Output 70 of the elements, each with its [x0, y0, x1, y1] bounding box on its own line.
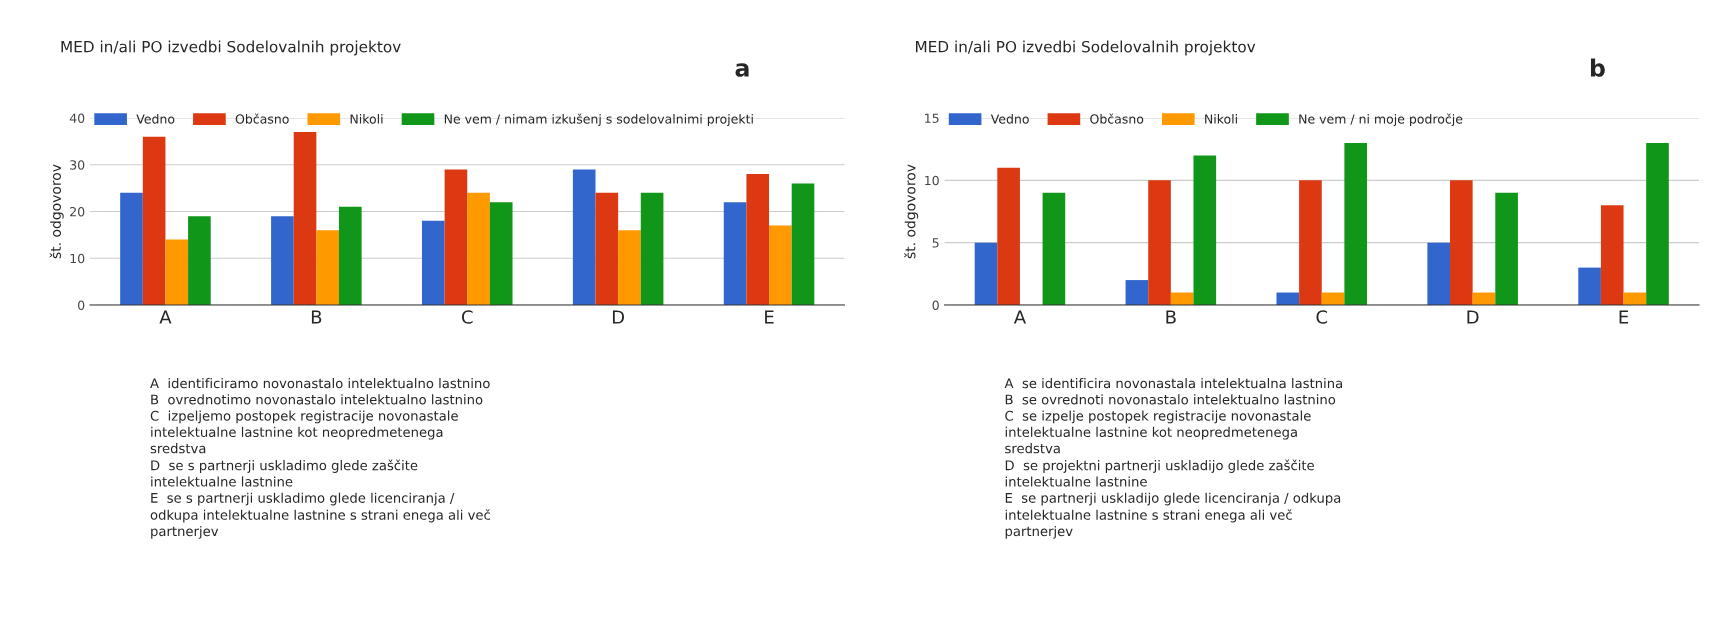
bar — [974, 242, 998, 305]
bar — [165, 239, 189, 305]
x-tick-label: D — [612, 310, 625, 324]
legend-label: Vedno — [136, 113, 175, 124]
x-tick-label: C — [1316, 310, 1328, 324]
y-tick-label: 10 — [70, 253, 85, 264]
bar — [316, 230, 339, 305]
bar — [1193, 155, 1217, 305]
bar — [271, 216, 294, 305]
y-axis-title: št. odgovorov — [904, 164, 919, 259]
x-tick-label: A — [159, 310, 172, 324]
bar — [142, 136, 166, 305]
text: A se identificira novonastala intelektualna lastnina B se ovrednoti novonastalo intelektualno lastnino C se izpelje postopek registracije novonastale intelektualne lastnine kot neopredmetenega sredstva D se projektni partnerji uskladijo glede zaščite intelektualne lastnine E se partnerji uskladijo glede licenciranja / odkupa intelektualne lastnine s strani enega ali več partnerjev — [1004, 378, 1342, 539]
bar — [444, 169, 468, 305]
bar — [1578, 267, 1601, 305]
bar — [723, 202, 747, 305]
x-tick-label: C — [461, 310, 473, 324]
bar — [1042, 192, 1066, 305]
x-tick-label: E — [1619, 310, 1629, 324]
legend-label: Nikoli — [1205, 113, 1237, 124]
text: A identificiramo novonastalo intelektualno lastnino B ovrednotimo novonastalo intelektualno lastnino C izpeljemo postopek registracije novonastale intelektualne lastnine kot neopredmetenega sredstva D se s partnerji uskladimo glede zaščite intelektualne lastnine E se s partnerji uskladimo glede licenciranja / odkupa intelektualne lastnine s strani enega ali več partnerjev — [150, 378, 490, 539]
bar — [1148, 180, 1171, 305]
y-tick-label: 40 — [69, 113, 85, 123]
bar — [1344, 142, 1368, 305]
bar — [1125, 280, 1149, 305]
y-tick-label: 5 — [932, 238, 939, 248]
legend-label: Vedno — [990, 113, 1029, 124]
bar — [1646, 142, 1669, 305]
y-tick-label: 0 — [932, 300, 939, 310]
y-tick-label: 10 — [925, 175, 939, 186]
legend-label: Občasno — [235, 113, 289, 124]
legend-label: Nikoli — [350, 113, 383, 124]
bar — [791, 183, 815, 305]
legend-label: Ne vem / nimam izkušenj s sodelovalnimi projekti — [444, 113, 753, 127]
bar — [572, 169, 596, 305]
chart-title: MED in/ali PO izvedbi Sodelovalnih projektov — [916, 40, 1256, 56]
bar — [120, 192, 143, 305]
x-tick-label: A — [1013, 310, 1026, 324]
bar — [188, 216, 211, 305]
bar — [1276, 292, 1300, 305]
bar — [1427, 242, 1451, 305]
y-tick-label: 20 — [70, 206, 85, 217]
bar — [1450, 180, 1473, 305]
bar — [489, 202, 513, 305]
x-tick-label: B — [311, 310, 322, 324]
bar — [1495, 192, 1518, 305]
x-tick-label: E — [765, 310, 774, 324]
bar — [421, 220, 445, 305]
bar — [997, 167, 1020, 305]
bar — [338, 206, 362, 305]
bar — [595, 192, 619, 305]
y-tick-label: 15 — [925, 113, 939, 123]
bar — [1299, 180, 1322, 305]
legend-label: Ne vem / ni moje področje — [1299, 113, 1463, 127]
bar — [769, 225, 792, 305]
text: b — [1590, 58, 1605, 77]
bar — [293, 132, 317, 305]
bar — [746, 174, 770, 305]
bar — [467, 192, 490, 305]
legend-label: Občasno — [1090, 113, 1144, 124]
x-tick-label: B — [1166, 310, 1176, 324]
y-axis-title: št. odgovorov — [49, 164, 64, 259]
chart-title: MED in/ali PO izvedbi Sodelovalnih projektov — [61, 40, 401, 56]
y-tick-label: 30 — [70, 160, 85, 170]
x-tick-label: D — [1467, 310, 1479, 324]
bar — [618, 230, 641, 305]
bar — [640, 192, 664, 305]
bar — [1600, 205, 1624, 305]
text: a — [735, 63, 749, 77]
y-tick-label: 0 — [78, 300, 85, 310]
